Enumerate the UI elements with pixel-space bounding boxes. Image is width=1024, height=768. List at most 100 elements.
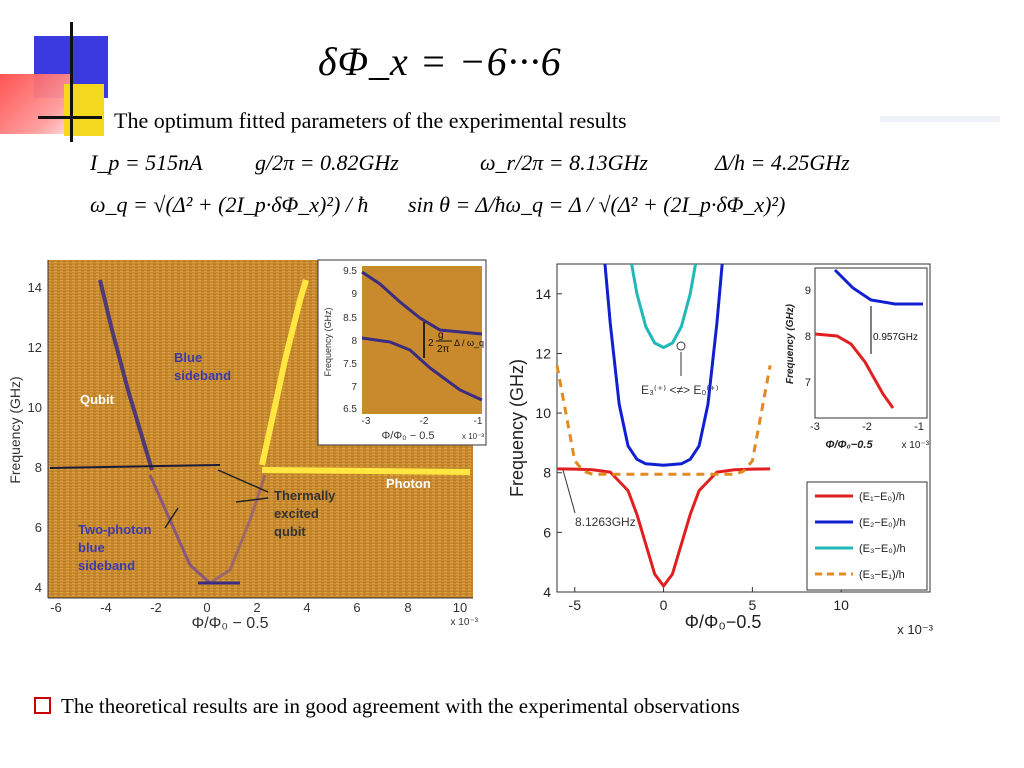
exp-xunit: x 10⁻³ xyxy=(450,617,478,628)
theory-inset-upper xyxy=(833,268,923,306)
legend-label: (E₁−E₀)/h xyxy=(859,491,905,503)
series-line-0 xyxy=(556,467,771,588)
param-omega-r: ω_r/2π = 8.13GHz xyxy=(480,150,648,175)
theory-inset-xlabel: Φ/Φ₀−0.5 xyxy=(825,439,873,451)
exp-xtick: 8 xyxy=(404,600,411,615)
legend-items: (E₁−E₀)/h (E₂−E₀)/h (E₃−E₀)/h (E₃−E₁)/h xyxy=(815,491,906,581)
inset-xtick: -2 xyxy=(420,416,429,427)
decorative-grey-bar xyxy=(880,116,1000,122)
theory-xtick: 5 xyxy=(748,597,756,613)
exp-xtick: 6 xyxy=(353,600,360,615)
label-qubit: Qubit xyxy=(80,392,115,407)
exp-xtick: -2 xyxy=(150,600,162,615)
qubit-line-trace xyxy=(98,279,154,471)
param-g: g/2π = 0.82GHz xyxy=(255,150,399,175)
theory-chart: -5 0 5 10 4 6 8 10 12 14 Φ/Φ₀−0.5 x 10⁻³ Frequenc… xyxy=(507,263,934,637)
gap-prefix: 2 xyxy=(428,338,434,349)
inset-ytick: 9.5 xyxy=(343,266,357,277)
exp-ytick: 14 xyxy=(28,280,42,295)
legend-label: (E₃−E₀)/h xyxy=(859,543,906,555)
gap-fraction: Δ / ω_q xyxy=(454,338,484,348)
legend-label: (E₂−E₀)/h xyxy=(859,517,905,529)
theory-inset-ylabel: Frequency (GHz) xyxy=(785,303,796,384)
annotation-crossing-label: E₃⁽⁺⁾ <≠> E₀⁽⁺⁾ xyxy=(641,383,719,397)
exp-xtick: -4 xyxy=(100,600,112,615)
inset-xlabel: Φ/Φ₀ − 0.5 xyxy=(381,430,434,442)
theory-ytick: 4 xyxy=(543,584,551,600)
theory-inset-lower xyxy=(814,332,895,409)
theory-inset-xtick: -3 xyxy=(810,421,820,433)
label-photon: Photon xyxy=(386,476,431,491)
label-blue-sideband-line2: sideband xyxy=(174,368,231,383)
theory-xtick: -5 xyxy=(569,597,582,613)
theory-inset-ytick: 8 xyxy=(805,331,811,343)
exp-xtick: 4 xyxy=(303,600,310,615)
label-thermally-line3: qubit xyxy=(274,524,306,539)
sideband-right-trace xyxy=(209,474,267,585)
label-two-photon-line2: blue xyxy=(78,540,105,555)
exp-xtick: -6 xyxy=(50,600,62,615)
footer-text: The theoretical results are in good agre… xyxy=(61,694,740,718)
theory-inset-xtick: -2 xyxy=(862,421,872,433)
inset-ytick: 7 xyxy=(351,382,357,393)
label-two-photon-line1: Two-photon xyxy=(78,522,151,537)
inset-ytick: 7.5 xyxy=(343,359,357,370)
label-two-photon-line3: sideband xyxy=(78,558,135,573)
footer-note: The theoretical results are in good agre… xyxy=(34,694,740,719)
theory-xunit: x 10⁻³ xyxy=(897,622,933,637)
inset-ytick: 8 xyxy=(351,336,357,347)
inset-gap-label: 2 g 2π Δ / ω_q xyxy=(428,330,484,355)
formula-omega-q: ω_q = √(Δ² + (2I_p·δΦ_x)²) / ħ xyxy=(90,192,369,217)
series-line-1 xyxy=(603,263,724,467)
theory-inset-gap-label: 0.957GHz xyxy=(873,332,918,343)
photon-line-yellow xyxy=(261,467,471,475)
exp-ytick: 10 xyxy=(28,400,42,415)
param-delta: Δ/h = 4.25GHz xyxy=(715,150,850,175)
exp-ytick: 8 xyxy=(35,460,42,475)
inset-ylabel: Frequency (GHz) xyxy=(323,307,333,376)
exp-xlabel: Φ/Φ₀ − 0.5 xyxy=(191,615,268,632)
theory-ytick: 10 xyxy=(535,405,551,421)
theory-inset-xtick: -1 xyxy=(914,421,924,433)
theory-ylabel: Frequency (GHz) xyxy=(507,359,527,497)
experimental-spectrum-figure: -6 -4 -2 0 2 4 6 8 10 4 6 8 10 12 14 Φ/Φ… xyxy=(7,259,487,632)
label-thermally-line2: excited xyxy=(274,506,319,521)
theory-inset-ytick: 9 xyxy=(805,285,811,297)
label-blue-sideband-line1: Blue xyxy=(174,350,202,365)
inset-xunit: x 10⁻³ xyxy=(462,432,484,441)
exp-xtick: 0 xyxy=(203,600,210,615)
annotation-8GHz-label: 8.1263GHz xyxy=(575,515,636,529)
theory-axes: -5 0 5 10 4 6 8 10 12 14 xyxy=(535,286,849,613)
bullet-box-icon xyxy=(34,697,51,714)
annotation-crossing-marker xyxy=(676,341,686,351)
theory-series xyxy=(555,263,772,588)
exp-xtick: 10 xyxy=(453,600,467,615)
decorative-horizontal-line xyxy=(38,116,102,119)
annotation-arrows xyxy=(164,469,269,529)
formula-sin-theta: sin θ = Δ/ħω_q = Δ / √(Δ² + (2I_p·δΦ_x)²… xyxy=(408,192,786,217)
theory-ytick: 14 xyxy=(535,286,551,302)
inset-lower-trace xyxy=(361,336,483,402)
decorative-red-square xyxy=(0,74,72,134)
exp-ytick: 4 xyxy=(35,580,42,595)
inset-ytick: 6.5 xyxy=(343,404,357,415)
experiment-axes: -6 -4 -2 0 2 4 6 8 10 4 6 8 10 12 14 Φ/Φ… xyxy=(7,260,479,632)
exp-ylabel: Frequency (GHz) xyxy=(7,376,23,483)
inset-ytick: 9 xyxy=(351,289,357,300)
photon-line-dark xyxy=(49,464,221,469)
series-line-2 xyxy=(630,263,698,349)
two-photon-sideband-trace xyxy=(148,474,212,585)
exp-xtick: 2 xyxy=(253,600,260,615)
theory-xtick: 0 xyxy=(660,597,668,613)
theory-legend xyxy=(806,481,928,591)
inset-upper-trace xyxy=(361,270,483,336)
annotation-8GHz-pointer xyxy=(562,469,576,514)
series-line-3 xyxy=(555,365,772,476)
exp-ytick: 6 xyxy=(35,520,42,535)
decorative-vertical-line xyxy=(70,22,73,142)
theory-xlabel: Φ/Φ₀−0.5 xyxy=(685,612,762,632)
inset-ytick: 8.5 xyxy=(343,313,357,324)
gap-numerator: g xyxy=(438,330,444,341)
exp-ytick: 12 xyxy=(28,340,42,355)
inset-xtick: -1 xyxy=(474,416,483,427)
